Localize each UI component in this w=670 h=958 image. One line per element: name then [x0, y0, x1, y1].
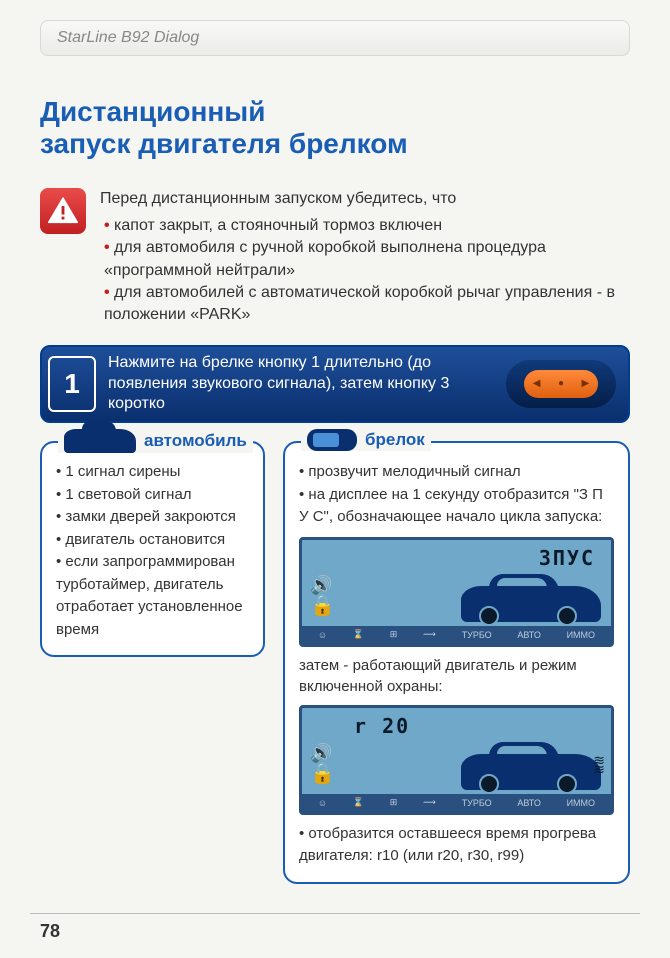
remote-dot: ●: [558, 378, 564, 389]
exhaust-icon: ≋≋: [593, 756, 605, 776]
lcd-bottom-icon: ⊞: [390, 797, 398, 808]
lcd-display-2: r 20 🔊 🔒 ≋≋ ☺ ⌛ ⊞ ⟿ ТУРБО АВТО ИМ: [299, 705, 614, 815]
warning-block: Перед дистанционным запуском убедитесь, …: [40, 188, 630, 326]
list-item: если запрограммирован турботаймер, двига…: [56, 551, 249, 641]
lcd1-text: ЗПУС: [308, 546, 605, 570]
remote-list: прозвучит мелодичный сигнал на дисплее н…: [299, 461, 614, 529]
lcd-bottom-icon: АВТО: [517, 798, 541, 808]
lcd-bottom-icon: ИММО: [567, 798, 595, 808]
speaker-icon: 🔊: [310, 576, 335, 594]
lcd-car-icon: [461, 738, 601, 790]
car-label-text: автомобиль: [144, 431, 247, 451]
list-item: прозвучит мелодичный сигнал: [299, 461, 614, 484]
warning-item: капот закрыт, а стояночный тормоз включе…: [104, 215, 630, 237]
remote-list-2: отобразится оставшееся время прогрева дв…: [299, 823, 614, 868]
lock-icon: 🔒: [310, 596, 335, 616]
car-list: 1 сигнал сирены 1 световой сигнал замки …: [56, 461, 249, 641]
remote-arrow-right: ▶: [582, 378, 590, 389]
lcd-bottom-icon: ⌛: [353, 629, 364, 640]
footer-rule: [30, 913, 640, 914]
list-item: на дисплее на 1 секунду отобразится "З П…: [299, 484, 614, 529]
warning-list: капот закрыт, а стояночный тормоз включе…: [100, 215, 630, 327]
lcd-bottom-icon: ТУРБО: [462, 798, 492, 808]
step-number: 1: [48, 356, 96, 412]
lcd-bottom-icon: ИММО: [567, 630, 595, 640]
header-bar: StarLine B92 Dialog: [40, 20, 630, 56]
lcd-bottom-row: ☺ ⌛ ⊞ ⟿ ТУРБО АВТО ИММО: [302, 626, 611, 644]
lcd-bottom-icon: ☺: [318, 798, 327, 808]
car-icon: [64, 429, 136, 453]
speaker-icon: 🔊: [310, 744, 335, 762]
list-item: 1 световой сигнал: [56, 484, 249, 507]
lock-icon: 🔒: [310, 764, 335, 784]
list-item: 1 сигнал сирены: [56, 461, 249, 484]
lcd-car-icon: [461, 570, 601, 622]
lcd-status-icons: 🔊 🔒: [310, 576, 335, 616]
remote-inner: ◀ ● ▶: [524, 370, 598, 398]
warning-item: для автомобиля с ручной коробкой выполне…: [104, 237, 630, 282]
remote-column: брелок прозвучит мелодичный сигнал на ди…: [283, 441, 630, 884]
step-text: Нажмите на брелке кнопку 1 длительно (до…: [108, 353, 494, 415]
lcd-bottom-icon: ⊞: [390, 629, 398, 640]
remote-label-text: брелок: [365, 430, 425, 450]
list-item: двигатель остановится: [56, 529, 249, 552]
page-number: 78: [40, 921, 60, 942]
list-item: замки дверей закроются: [56, 506, 249, 529]
lcd-bottom-icon: ⌛: [353, 797, 364, 808]
lcd-bottom-icon: АВТО: [517, 630, 541, 640]
remote-arrow-left: ◀: [533, 378, 541, 389]
warning-icon: [40, 188, 86, 234]
lcd-bottom-row: ☺ ⌛ ⊞ ⟿ ТУРБО АВТО ИММО: [302, 794, 611, 812]
lcd-display-1: ЗПУС 🔊 🔒 ☺ ⌛ ⊞ ⟿ ТУРБО АВТО ИММО: [299, 537, 614, 647]
remote-illustration: ◀ ● ▶: [506, 360, 616, 408]
warning-intro: Перед дистанционным запуском убедитесь, …: [100, 188, 630, 210]
list-item: отобразится оставшееся время прогрева дв…: [299, 823, 614, 868]
lcd-status-icons: 🔊 🔒: [310, 744, 335, 784]
car-column-label: автомобиль: [58, 429, 253, 453]
product-name: StarLine B92 Dialog: [57, 29, 199, 46]
lcd-bottom-icon: ТУРБО: [462, 630, 492, 640]
page-title: Дистанционный запуск двигателя брелком: [40, 96, 630, 160]
lcd-bottom-icon: ⟿: [423, 797, 436, 808]
step-bar: 1 Нажмите на брелке кнопку 1 длительно (…: [40, 345, 630, 423]
lcd-bottom-icon: ⟿: [423, 629, 436, 640]
caption-1: затем - работающий двигатель и режим вкл…: [299, 655, 614, 697]
remote-icon: [307, 429, 357, 451]
car-column: автомобиль 1 сигнал сирены 1 световой си…: [40, 441, 265, 657]
warning-item: для автомобилей с автоматической коробко…: [104, 282, 630, 327]
lcd-bottom-icon: ☺: [318, 630, 327, 640]
remote-column-label: брелок: [301, 429, 431, 451]
lcd2-text: r 20: [308, 714, 605, 738]
